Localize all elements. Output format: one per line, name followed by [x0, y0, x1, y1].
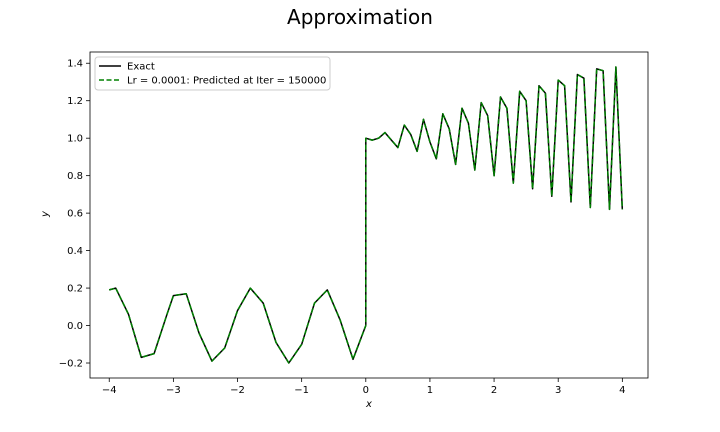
x-tick-label: 1: [427, 385, 433, 396]
plot-frame: [89, 51, 649, 379]
plot-area: [89, 51, 649, 379]
y-tick-label: 1.0: [67, 134, 83, 145]
legend-box: [94, 56, 331, 91]
y-axis: −0.2 0.0 0.2 0.4 0.6 0.8 1.0 1.2 1.4: [59, 59, 90, 370]
x-axis: −4 −3 −2 −1 0 1 2 3 4: [102, 378, 626, 396]
y-axis-label: y: [40, 210, 51, 218]
y-tick-label: 0.4: [67, 246, 83, 257]
x-tick-label: 2: [491, 385, 497, 396]
y-tick-label: 1.2: [67, 96, 83, 107]
legend-label-exact: Exact: [127, 62, 155, 73]
y-tick-label: 0.2: [67, 284, 83, 295]
series-group: [108, 66, 624, 364]
x-tick-label: 4: [619, 385, 625, 396]
y-tick-label: 0.8: [67, 171, 83, 182]
series-line-predicted: [108, 66, 624, 364]
y-tick-label: −0.2: [59, 359, 83, 370]
x-axis-label: x: [365, 399, 372, 410]
x-tick-label: 0: [363, 385, 369, 396]
x-tick-label: 3: [555, 385, 561, 396]
y-tick-label: 0.0: [67, 321, 83, 332]
legend: Exact Lr = 0.0001: Predicted at Iter = 1…: [94, 56, 331, 91]
legend-label-predicted: Lr = 0.0001: Predicted at Iter = 150000: [127, 76, 326, 87]
x-tick-label: −1: [294, 385, 309, 396]
y-tick-label: 0.6: [67, 209, 83, 220]
x-tick-label: −2: [230, 385, 245, 396]
x-tick-label: −3: [166, 385, 181, 396]
y-tick-label: 1.4: [67, 59, 83, 70]
chart-title: Approximation: [287, 5, 433, 29]
x-tick-label: −4: [102, 385, 117, 396]
